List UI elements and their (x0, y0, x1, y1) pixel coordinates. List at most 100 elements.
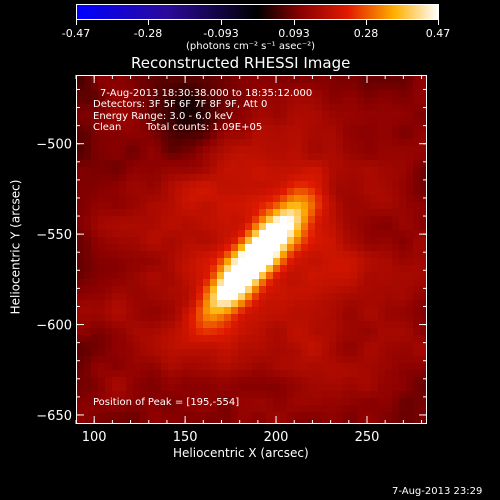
heatmap-cell (119, 251, 126, 258)
heatmap-cell (308, 209, 315, 216)
heatmap-cell (245, 90, 252, 97)
heatmap-cell (322, 90, 329, 97)
heatmap-cell (399, 279, 406, 286)
heatmap-cell (168, 391, 175, 398)
heatmap-cell (189, 230, 196, 237)
heatmap-cell (308, 363, 315, 370)
heatmap-cell (245, 132, 252, 139)
heatmap-cell (126, 356, 133, 363)
heatmap-cell (168, 405, 175, 412)
heatmap-cell (287, 272, 294, 279)
heatmap-cell (182, 258, 189, 265)
heatmap-cell (287, 321, 294, 328)
heatmap-cell (224, 321, 231, 328)
heatmap-cell (420, 223, 426, 230)
heatmap-cell (133, 209, 140, 216)
heatmap-cell (189, 377, 196, 384)
heatmap-cell (77, 181, 84, 188)
heatmap-cell (140, 293, 147, 300)
heatmap-cell (217, 412, 224, 419)
heatmap-cell (420, 279, 426, 286)
heatmap-cell (98, 314, 105, 321)
heatmap-cell (189, 90, 196, 97)
heatmap-cell (364, 230, 371, 237)
heatmap-cell (322, 195, 329, 202)
heatmap-cell (126, 328, 133, 335)
heatmap-cell (84, 97, 91, 104)
heatmap-cell (315, 153, 322, 160)
heatmap-cell (336, 272, 343, 279)
heatmap-cell (231, 230, 238, 237)
heatmap-cell (322, 307, 329, 314)
heatmap-cell (315, 97, 322, 104)
heatmap-cell (357, 97, 364, 104)
heatmap-cell (420, 167, 426, 174)
heatmap-cell (266, 139, 273, 146)
heatmap-cell (336, 76, 343, 83)
heatmap-cell (266, 412, 273, 419)
heatmap-cell (154, 391, 161, 398)
heatmap-cell (112, 223, 119, 230)
heatmap-cell (98, 188, 105, 195)
heatmap-cell (203, 132, 210, 139)
heatmap-cell (84, 118, 91, 125)
heatmap-cell (91, 230, 98, 237)
heatmap-cell (84, 405, 91, 412)
heatmap-cell (84, 300, 91, 307)
heatmap-cell (231, 160, 238, 167)
heatmap-cell (133, 293, 140, 300)
heatmap-cell (196, 83, 203, 90)
heatmap-cell (210, 412, 217, 419)
heatmap-cell (294, 118, 301, 125)
heatmap-cell (406, 419, 413, 423)
heatmap-cell (189, 300, 196, 307)
heatmap-cell (413, 335, 420, 342)
heatmap-cell (371, 377, 378, 384)
heatmap-cell (168, 139, 175, 146)
y-tick-label: −650 (36, 409, 72, 424)
heatmap-cell (343, 342, 350, 349)
x-tick-label: 250 (355, 430, 380, 445)
heatmap-cell (392, 146, 399, 153)
heatmap-cell (245, 97, 252, 104)
heatmap-cell (119, 90, 126, 97)
heatmap-cell (385, 230, 392, 237)
heatmap-cell (98, 167, 105, 174)
heatmap-cell (350, 188, 357, 195)
heatmap-cell (315, 188, 322, 195)
heatmap-cell (84, 307, 91, 314)
heatmap-cell (105, 272, 112, 279)
heatmap-cell (168, 314, 175, 321)
heatmap-cell (98, 377, 105, 384)
heatmap-cell (357, 419, 364, 423)
heatmap-cell (336, 258, 343, 265)
heatmap-cell (203, 328, 210, 335)
heatmap-cell (413, 328, 420, 335)
heatmap-cell (105, 223, 112, 230)
heatmap-cell (140, 384, 147, 391)
heatmap-cell (238, 356, 245, 363)
heatmap-cell (308, 328, 315, 335)
heatmap-cell (231, 118, 238, 125)
colorbar-tick (294, 20, 295, 25)
heatmap-cell (266, 153, 273, 160)
heatmap-cell (406, 251, 413, 258)
heatmap-cell (238, 216, 245, 223)
heatmap-cell (273, 244, 280, 251)
heatmap-cell (105, 160, 112, 167)
heatmap-cell (189, 76, 196, 83)
heatmap-cell (357, 104, 364, 111)
heatmap-cell (203, 104, 210, 111)
heatmap-cell (133, 265, 140, 272)
heatmap-cell (371, 314, 378, 321)
heatmap-cell (98, 244, 105, 251)
heatmap-cell (105, 188, 112, 195)
heatmap-cell (161, 209, 168, 216)
heatmap-cell (406, 300, 413, 307)
heatmap-cell (294, 251, 301, 258)
heatmap-cell (329, 419, 336, 423)
heatmap-cell (350, 405, 357, 412)
heatmap-cell (287, 300, 294, 307)
heatmap-cell (371, 398, 378, 405)
